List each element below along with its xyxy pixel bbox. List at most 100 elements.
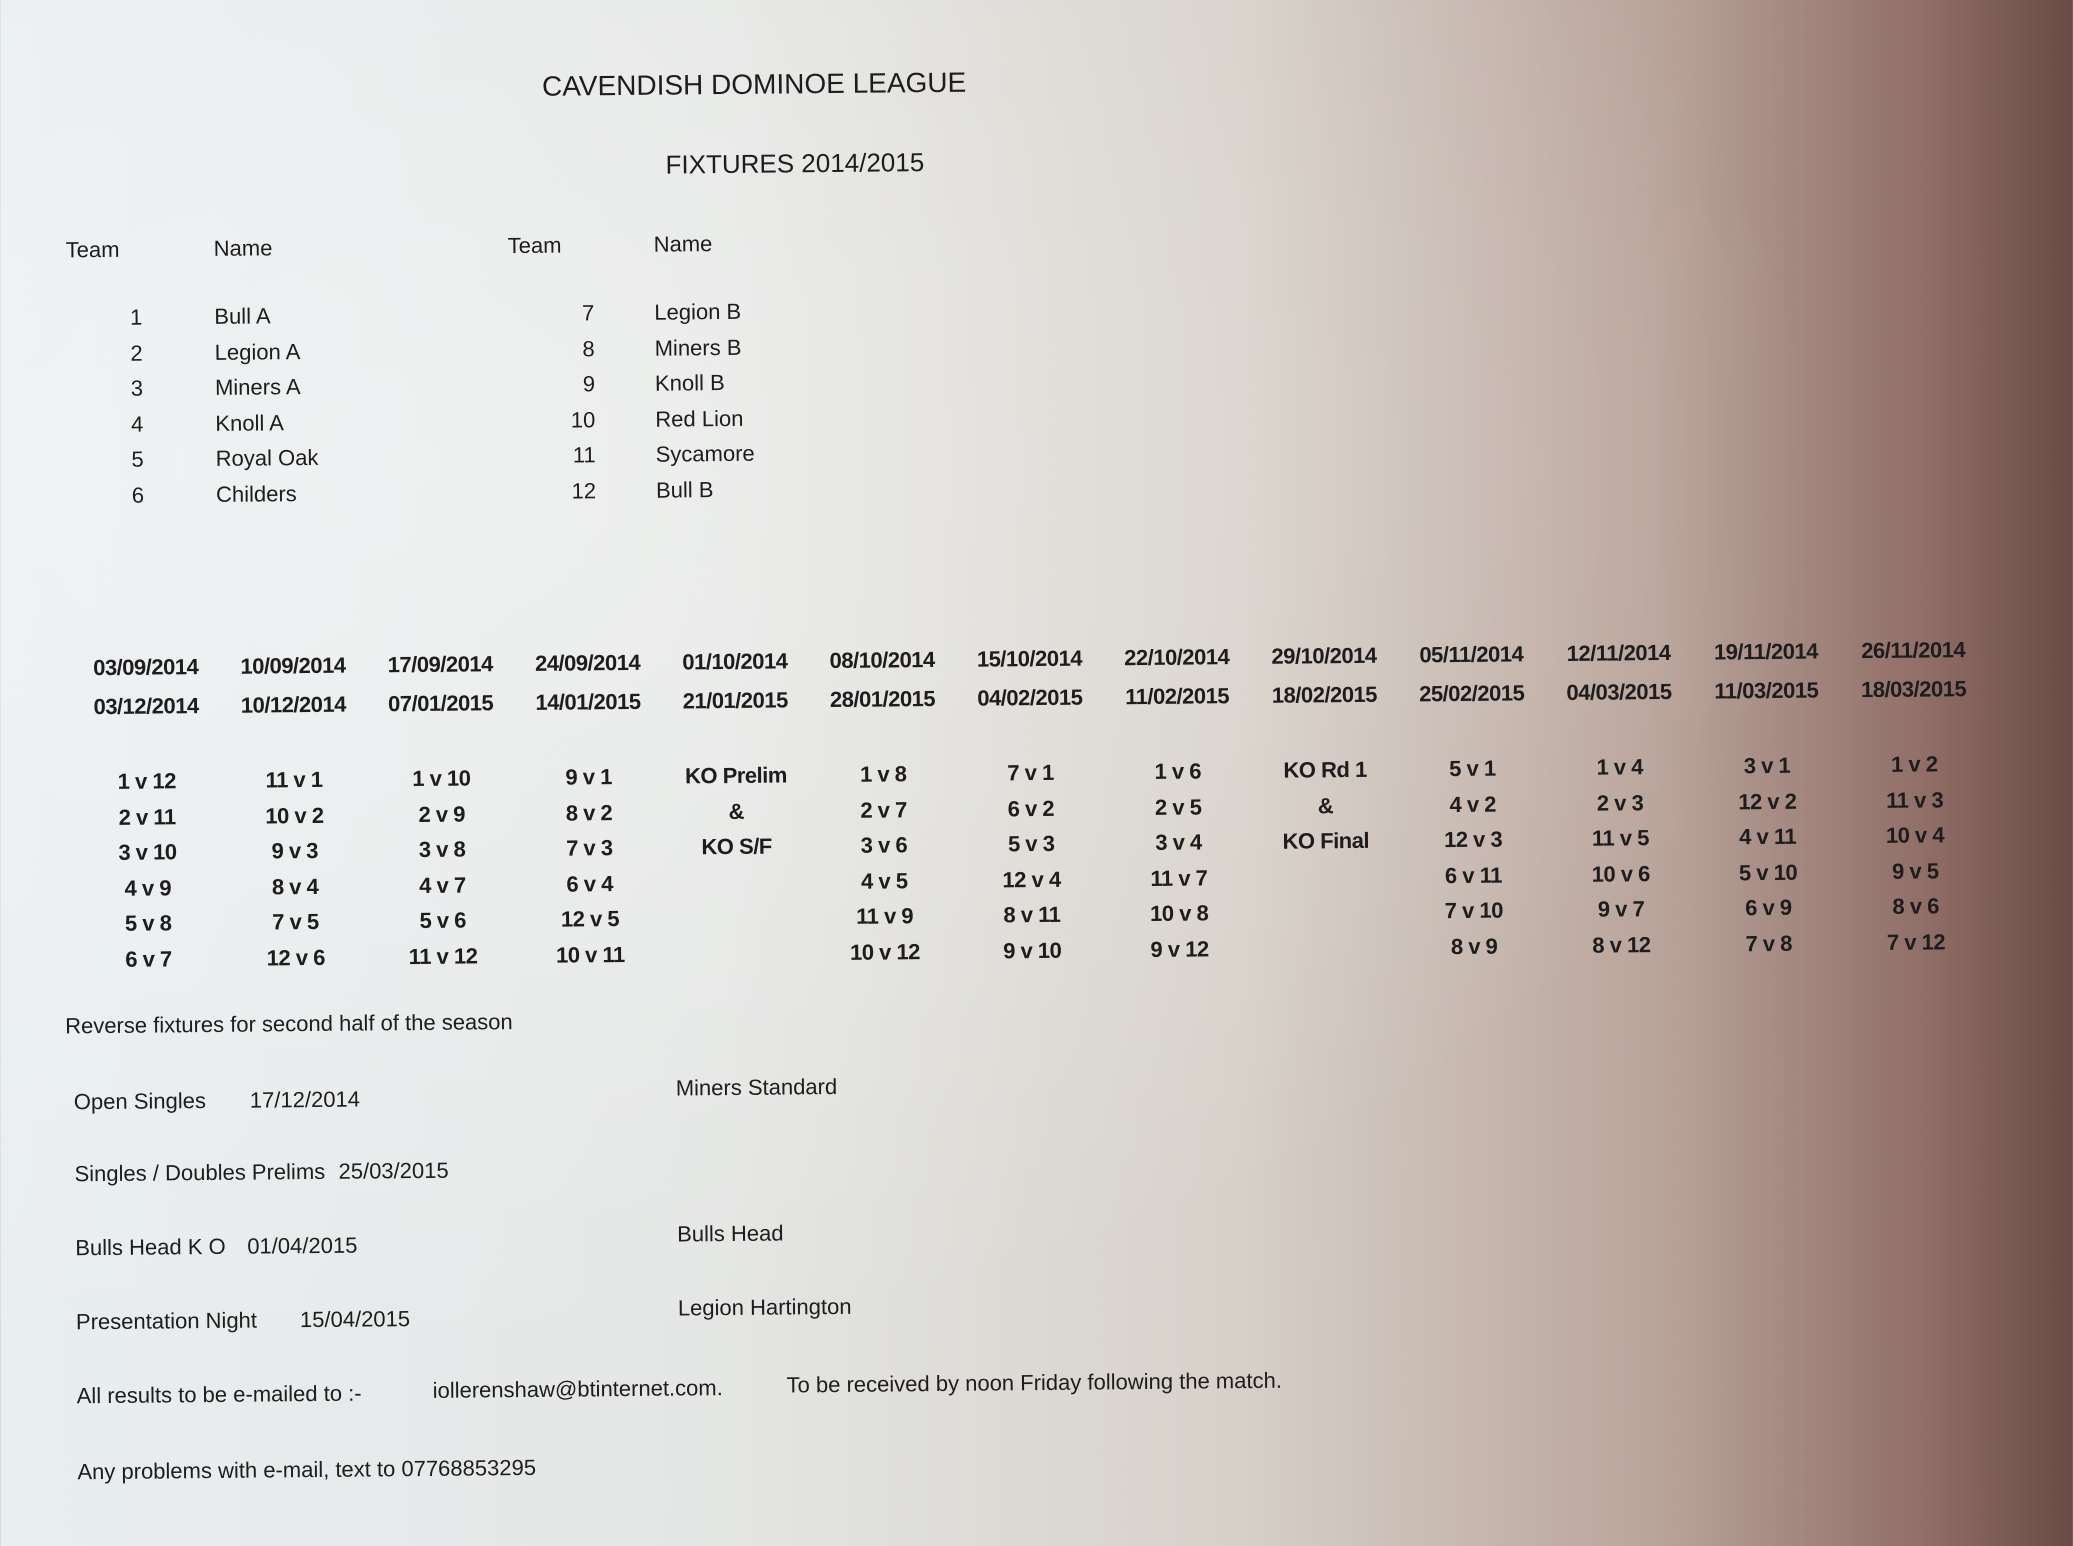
fixture-match: 9 v 10 [1003,937,1062,963]
fixture-match: 4 v 5 [860,867,908,894]
fixture-date: 22/10/2014 [1124,644,1230,671]
team-number: 2 [130,340,143,366]
fixture-match: 6 v 11 [1444,862,1503,888]
fixture-match: 1 v 2 [1890,751,1938,777]
event-label: Open Singles [73,1088,207,1115]
fixture-match: 3 v 10 [118,839,177,865]
event-venue: Legion Hartington [677,1293,852,1321]
fixture-match: 12 v 2 [1738,788,1797,814]
fixture-date-reverse: 07/01/2015 [387,690,494,717]
fixture-date-reverse: 11/02/2015 [1125,683,1230,710]
fixture-match: 11 v 9 [856,903,914,929]
team-number: 7 [581,300,595,326]
fixture-match: 9 v 1 [565,764,612,790]
results-email: iollerenshaw@btinternet.com. [432,1375,723,1403]
fixture-match: 11 v 1 [265,766,323,793]
name-header-2: Name [653,231,713,257]
team-name: Knoll A [215,409,284,436]
fixture-match: 11 v 7 [1150,864,1208,891]
fixture-match: 8 v 11 [1003,901,1061,928]
fixture-match: 8 v 4 [271,873,319,899]
fixture-match: 6 v 4 [566,870,614,897]
fixture-match: 2 v 3 [1596,789,1644,816]
fixture-date-reverse: 21/01/2015 [682,687,788,714]
fixture-match: 7 v 10 [1444,897,1503,924]
fixture-match: 4 v 7 [419,872,466,898]
fixture-match: & [728,798,745,824]
fixture-date-reverse: 10/12/2014 [240,691,347,718]
fixture-match: 3 v 6 [860,832,908,858]
reverse-fixtures-note: Reverse fixtures for second half of the … [65,1009,513,1039]
results-note-suffix: To be received by noon Friday following … [786,1367,1282,1398]
fixture-match: 8 v 9 [1450,933,1498,959]
fixture-match: 5 v 1 [1449,755,1496,782]
team-name: Royal Oak [215,444,319,471]
fixture-date-reverse: 14/01/2015 [535,688,641,715]
team-name: Legion B [654,298,742,325]
fixture-match: 11 v 5 [1591,825,1649,851]
fixture-match: 11 v 3 [1886,786,1944,813]
fixture-match: 8 v 2 [565,799,613,826]
document-title: CAVENDISH DOMINOE LEAGUE [541,66,967,102]
fixture-match: 2 v 9 [418,801,466,827]
team-number: 6 [131,482,145,508]
fixture-match: 5 v 10 [1738,859,1798,885]
fixture-match: KO S/F [701,833,772,860]
event-venue: Bulls Head [677,1220,784,1247]
fixture-date: 15/10/2014 [976,645,1083,672]
fixture-date: 05/11/2014 [1419,641,1524,668]
team-name: Knoll B [654,370,725,396]
fixture-match: 4 v 11 [1739,823,1797,850]
fixture-match: 12 v 4 [1002,866,1061,892]
event-venue: Miners Standard [675,1073,838,1101]
fixture-date: 03/09/2014 [93,654,199,681]
fixture-match: KO Rd 1 [1283,756,1367,783]
fixture-match: 7 v 5 [272,908,319,935]
team-name: Miners A [214,374,301,400]
fixture-match: 2 v 11 [118,803,176,830]
fixture-match: 10 v 12 [849,938,921,965]
fixture-date-reverse: 04/02/2015 [977,684,1083,711]
fixture-date-reverse: 04/03/2015 [1566,678,1672,705]
fixture-match: 5 v 3 [1007,830,1055,857]
team-number: 12 [571,477,597,504]
team-number: 8 [582,335,595,361]
team-number: 3 [130,375,144,401]
fixture-match: 5 v 8 [124,910,172,936]
fixture-match: 9 v 12 [1150,935,1209,962]
fixture-date: 24/09/2014 [534,649,641,676]
fixture-match: 8 v 6 [1892,893,1939,919]
fixture-match: 1 v 10 [412,765,471,792]
team-name: Bull A [214,303,271,329]
team-number: 9 [582,371,596,397]
team-number: 5 [131,446,144,472]
fixture-match: 4 v 2 [1449,791,1497,817]
fixture-match: 1 v 12 [117,768,176,794]
fixture-match: 12 v 5 [560,906,620,932]
fixture-match: 2 v 5 [1154,793,1202,820]
fixture-match: 11 v 12 [408,942,478,969]
team-number: 11 [572,442,596,468]
fixture-date: 08/10/2014 [829,647,935,674]
fixture-match: 3 v 4 [1155,829,1202,855]
fixture-date: 10/09/2014 [240,652,346,679]
event-label: Presentation Night [75,1307,258,1335]
fixture-match: 1 v 4 [1596,754,1644,780]
fixture-match: 7 v 12 [1886,928,1946,955]
fixture-match: 5 v 6 [419,907,467,933]
fixture-match: 6 v 7 [125,945,172,972]
fixture-match: 10 v 2 [265,802,324,828]
fixture-date-reverse: 18/03/2015 [1860,676,1967,703]
fixture-date-reverse: 28/01/2015 [829,686,936,713]
team-number: 4 [130,411,144,437]
fixture-match: 3 v 1 [1743,752,1791,779]
fixture-match: 6 v 2 [1007,795,1055,821]
results-note-prefix: All results to be e-mailed to :- [76,1380,362,1409]
fixture-match: 8 v 12 [1592,931,1651,958]
fixture-match: 9 v 5 [1891,857,1939,884]
fixture-match: 1 v 6 [1154,758,1202,784]
team-name: Bull B [655,476,714,503]
fixture-date-reverse: 03/12/2014 [93,693,199,720]
fixture-match: 7 v 8 [1745,930,1793,956]
